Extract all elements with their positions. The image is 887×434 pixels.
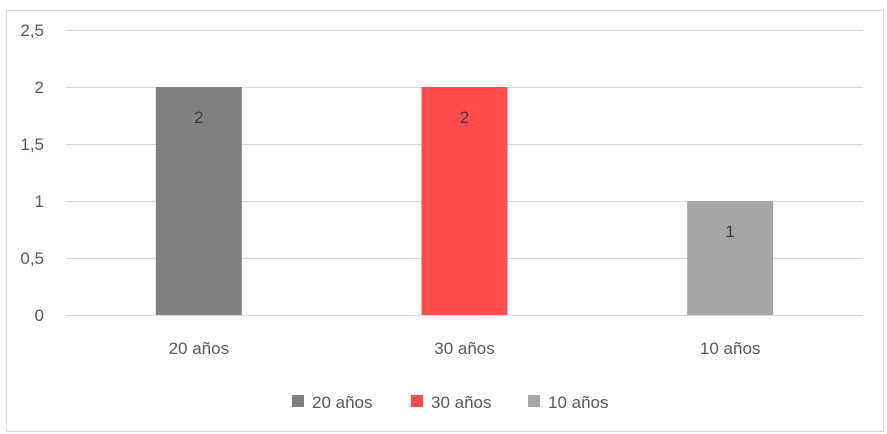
y-tick-label: 2,5 xyxy=(20,21,44,40)
y-tick-label: 2 xyxy=(35,78,44,97)
legend: 20 años 30 años 10 años xyxy=(292,393,609,412)
bars xyxy=(155,87,774,315)
data-label: 2 xyxy=(194,108,203,127)
legend-label: 10 años xyxy=(548,393,609,412)
y-tick-label: 1 xyxy=(35,192,44,211)
data-labels: 2 2 1 xyxy=(194,108,735,241)
x-category-label: 10 años xyxy=(700,339,761,358)
data-label: 2 xyxy=(460,108,469,127)
legend-swatch xyxy=(411,395,423,407)
bar xyxy=(155,87,242,315)
legend-label: 20 años xyxy=(312,393,373,412)
x-category-label: 20 años xyxy=(169,339,230,358)
legend-label: 30 años xyxy=(431,393,492,412)
bar xyxy=(687,201,774,315)
x-category-label: 30 años xyxy=(434,339,495,358)
legend-swatch xyxy=(292,395,304,407)
y-tick-label: 1,5 xyxy=(20,135,44,154)
y-tick-label: 0,5 xyxy=(20,249,44,268)
y-axis-tick-labels: 0 0,5 1 1,5 2 2,5 xyxy=(20,21,44,325)
data-label: 1 xyxy=(725,222,734,241)
legend-swatch xyxy=(528,395,540,407)
bar xyxy=(421,87,508,315)
x-axis-category-labels: 20 años 30 años 10 años xyxy=(169,339,761,358)
y-tick-label: 0 xyxy=(35,306,44,325)
